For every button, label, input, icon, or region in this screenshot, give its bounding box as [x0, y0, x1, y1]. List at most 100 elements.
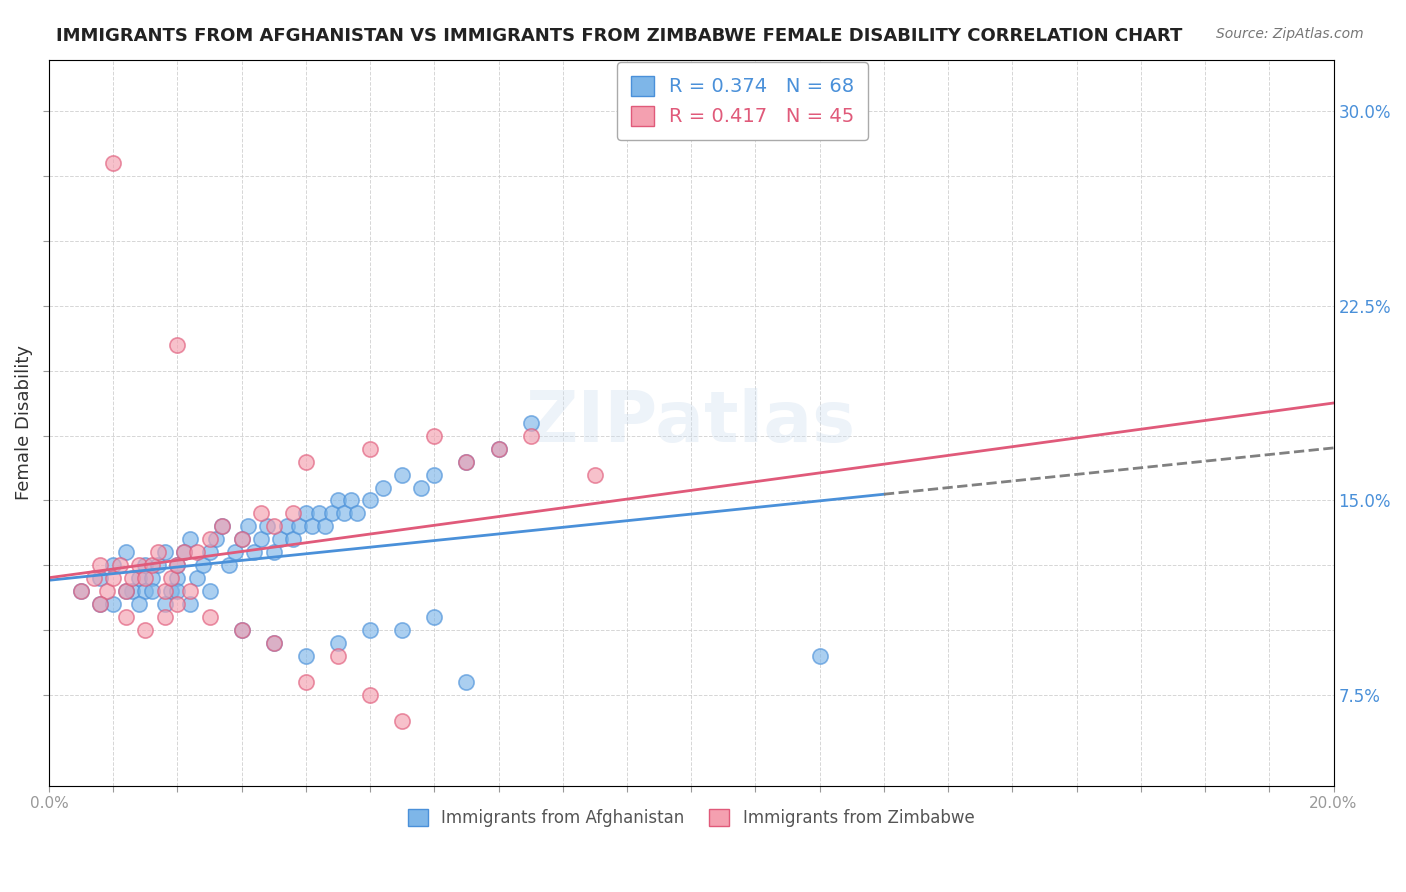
- Point: [295, 649, 318, 664]
- Y-axis label: Female Disability: Female Disability: [15, 345, 32, 500]
- Point: [456, 454, 478, 468]
- Point: [250, 533, 273, 547]
- Point: [236, 519, 259, 533]
- Point: [295, 454, 318, 468]
- Point: [103, 571, 125, 585]
- Point: [198, 533, 221, 547]
- Point: [488, 442, 510, 456]
- Point: [121, 584, 143, 599]
- Point: [371, 481, 394, 495]
- Point: [179, 533, 201, 547]
- Point: [146, 558, 169, 573]
- Point: [108, 558, 131, 573]
- Point: [70, 584, 93, 599]
- Point: [295, 507, 318, 521]
- Point: [281, 533, 304, 547]
- Point: [211, 519, 233, 533]
- Point: [128, 558, 150, 573]
- Point: [134, 584, 156, 599]
- Point: [263, 519, 285, 533]
- Point: [115, 545, 138, 559]
- Point: [359, 493, 381, 508]
- Point: [301, 519, 323, 533]
- Point: [391, 623, 413, 637]
- Point: [89, 597, 111, 611]
- Point: [103, 558, 125, 573]
- Point: [314, 519, 336, 533]
- Point: [281, 507, 304, 521]
- Point: [333, 507, 356, 521]
- Point: [198, 545, 221, 559]
- Text: ZIPatlas: ZIPatlas: [526, 388, 856, 458]
- Point: [423, 610, 446, 624]
- Point: [218, 558, 240, 573]
- Point: [179, 584, 201, 599]
- Point: [326, 493, 349, 508]
- Point: [128, 571, 150, 585]
- Point: [115, 610, 138, 624]
- Text: IMMIGRANTS FROM AFGHANISTAN VS IMMIGRANTS FROM ZIMBABWE FEMALE DISABILITY CORREL: IMMIGRANTS FROM AFGHANISTAN VS IMMIGRANT…: [56, 27, 1182, 45]
- Point: [166, 558, 188, 573]
- Point: [146, 545, 169, 559]
- Point: [263, 545, 285, 559]
- Point: [391, 467, 413, 482]
- Point: [423, 467, 446, 482]
- Point: [346, 507, 368, 521]
- Point: [198, 584, 221, 599]
- Point: [205, 533, 228, 547]
- Point: [160, 584, 183, 599]
- Point: [308, 507, 330, 521]
- Point: [121, 571, 143, 585]
- Point: [141, 571, 163, 585]
- Point: [115, 584, 138, 599]
- Point: [288, 519, 311, 533]
- Point: [134, 558, 156, 573]
- Point: [456, 454, 478, 468]
- Point: [488, 442, 510, 456]
- Point: [256, 519, 278, 533]
- Point: [321, 507, 343, 521]
- Point: [141, 584, 163, 599]
- Point: [231, 533, 253, 547]
- Point: [359, 623, 381, 637]
- Point: [153, 597, 176, 611]
- Point: [166, 584, 188, 599]
- Point: [224, 545, 246, 559]
- Point: [191, 558, 214, 573]
- Point: [295, 675, 318, 690]
- Point: [186, 545, 208, 559]
- Point: [359, 442, 381, 456]
- Point: [326, 649, 349, 664]
- Point: [250, 507, 273, 521]
- Point: [211, 519, 233, 533]
- Point: [115, 584, 138, 599]
- Point: [89, 571, 111, 585]
- Point: [103, 597, 125, 611]
- Point: [141, 558, 163, 573]
- Point: [96, 584, 118, 599]
- Point: [519, 416, 541, 430]
- Point: [456, 675, 478, 690]
- Point: [166, 558, 188, 573]
- Point: [153, 545, 176, 559]
- Point: [231, 533, 253, 547]
- Point: [263, 636, 285, 650]
- Point: [134, 623, 156, 637]
- Point: [263, 636, 285, 650]
- Point: [423, 428, 446, 442]
- Point: [231, 623, 253, 637]
- Text: Source: ZipAtlas.com: Source: ZipAtlas.com: [1216, 27, 1364, 41]
- Point: [179, 597, 201, 611]
- Point: [198, 610, 221, 624]
- Point: [326, 636, 349, 650]
- Point: [173, 545, 195, 559]
- Point: [153, 610, 176, 624]
- Point: [186, 571, 208, 585]
- Point: [128, 597, 150, 611]
- Point: [134, 571, 156, 585]
- Point: [583, 467, 606, 482]
- Point: [166, 597, 188, 611]
- Point: [153, 584, 176, 599]
- Legend: Immigrants from Afghanistan, Immigrants from Zimbabwe: Immigrants from Afghanistan, Immigrants …: [399, 801, 983, 836]
- Point: [166, 571, 188, 585]
